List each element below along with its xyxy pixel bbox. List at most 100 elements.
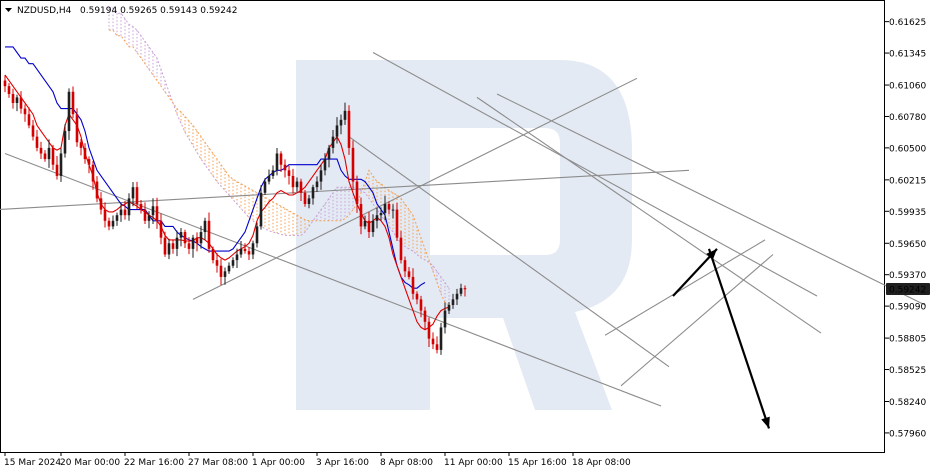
x-tick-label: 1 Apr 00:00 [252, 458, 305, 468]
ichimoku-cloud [108, 7, 450, 306]
candle-body [199, 232, 203, 244]
candles [3, 75, 467, 355]
candle-body [439, 327, 443, 350]
senkou-span-b [109, 7, 450, 289]
candle-body [63, 131, 67, 154]
candle-body [347, 110, 351, 148]
candle-body [367, 220, 371, 233]
candle-body [419, 299, 423, 311]
forecast-arrow-shaft [707, 248, 771, 429]
candle-body [463, 288, 467, 290]
dropdown-triangle-icon[interactable] [5, 8, 12, 12]
y-tick-label: 0.60500 [889, 144, 926, 154]
candle-body [343, 110, 347, 120]
candle-body [87, 159, 91, 165]
candle-body [395, 209, 399, 238]
candle-body [271, 170, 275, 176]
candle-body [355, 181, 359, 204]
candle-body [383, 203, 387, 213]
y-tick-label: 0.59090 [889, 303, 926, 313]
candle-body [119, 209, 123, 216]
y-tick-label: 0.58805 [889, 335, 926, 345]
candle-body [459, 288, 463, 294]
candle-body [267, 175, 271, 182]
candle-body [315, 181, 319, 188]
candle-body [79, 142, 83, 148]
candle-body [251, 243, 255, 255]
x-tick-label: 3 Apr 16:00 [316, 458, 369, 468]
candle-body [295, 181, 299, 188]
y-tick-label: 0.61060 [889, 82, 926, 92]
candle-body [375, 215, 379, 221]
candle-body [15, 97, 19, 103]
x-tick-label: 18 Apr 08:00 [572, 458, 631, 468]
forecast-arrows [672, 248, 771, 429]
y-tick-label: 0.57960 [889, 429, 926, 439]
candle-body [339, 119, 343, 126]
candle-body [283, 164, 287, 171]
candle-body [351, 147, 355, 182]
candle-body [163, 237, 167, 255]
candle-body [411, 276, 415, 294]
candle-body [107, 220, 111, 227]
candle-body [379, 212, 383, 216]
x-tick-label: 22 Mar 16:00 [124, 458, 184, 468]
candle-body [183, 232, 187, 244]
candle-body [23, 108, 27, 115]
candle-body [103, 209, 107, 221]
candle-body [43, 153, 47, 160]
candle-body [327, 147, 331, 160]
y-tick-label: 0.58525 [889, 366, 926, 376]
candle-body [55, 164, 59, 176]
x-tick-label: 11 Apr 00:00 [444, 458, 503, 468]
y-tick-label: 0.60780 [889, 113, 926, 123]
candle-body [259, 192, 263, 227]
x-tick-label: 20 Mar 00:00 [60, 458, 120, 468]
candle-body [83, 147, 87, 160]
candle-body [291, 175, 295, 188]
candle-body [451, 299, 455, 305]
candle-body [99, 198, 103, 210]
candle-body [203, 220, 207, 233]
candle-body [359, 203, 363, 227]
candle-body [147, 215, 151, 221]
candle-body [371, 220, 375, 233]
symbol-label: NZDUSD,H4 [17, 6, 72, 16]
candle-body [27, 114, 31, 126]
candle-body [443, 310, 447, 328]
candle-body [415, 293, 419, 300]
candle-body [299, 181, 303, 193]
y-tick-label: 0.61345 [889, 50, 926, 60]
candle-body [47, 147, 51, 160]
candle-body [335, 125, 339, 137]
candle-body [243, 248, 247, 252]
y-tick-label: 0.59370 [889, 271, 926, 281]
candle-body [135, 187, 139, 204]
candle-body [75, 114, 79, 143]
candle-body [331, 136, 335, 148]
candle-body [111, 220, 115, 227]
ohlc-values: 0.59194 0.59265 0.59143 0.59242 [80, 6, 237, 16]
trendline [604, 239, 766, 336]
candle-body [155, 206, 159, 221]
ichimoku-lines [4, 46, 450, 331]
candle-body [19, 97, 23, 109]
y-tick-label: 0.61625 [889, 18, 926, 28]
candle-body [255, 226, 259, 244]
senkou-span-a [109, 29, 450, 306]
candle-body [215, 260, 219, 266]
candle-body [39, 147, 43, 154]
candle-body [123, 209, 127, 216]
trendline [192, 77, 638, 300]
candle-body [195, 237, 199, 244]
y-tick-label: 0.59650 [889, 240, 926, 250]
y-tick-label: 0.58240 [889, 398, 926, 408]
candle-body [427, 321, 431, 339]
candle-body [11, 94, 15, 103]
y-tick-label: 0.59935 [889, 208, 926, 218]
candle-body [287, 170, 291, 176]
candle-body [91, 164, 95, 182]
candle-body [455, 293, 459, 300]
candle-body [179, 232, 183, 238]
